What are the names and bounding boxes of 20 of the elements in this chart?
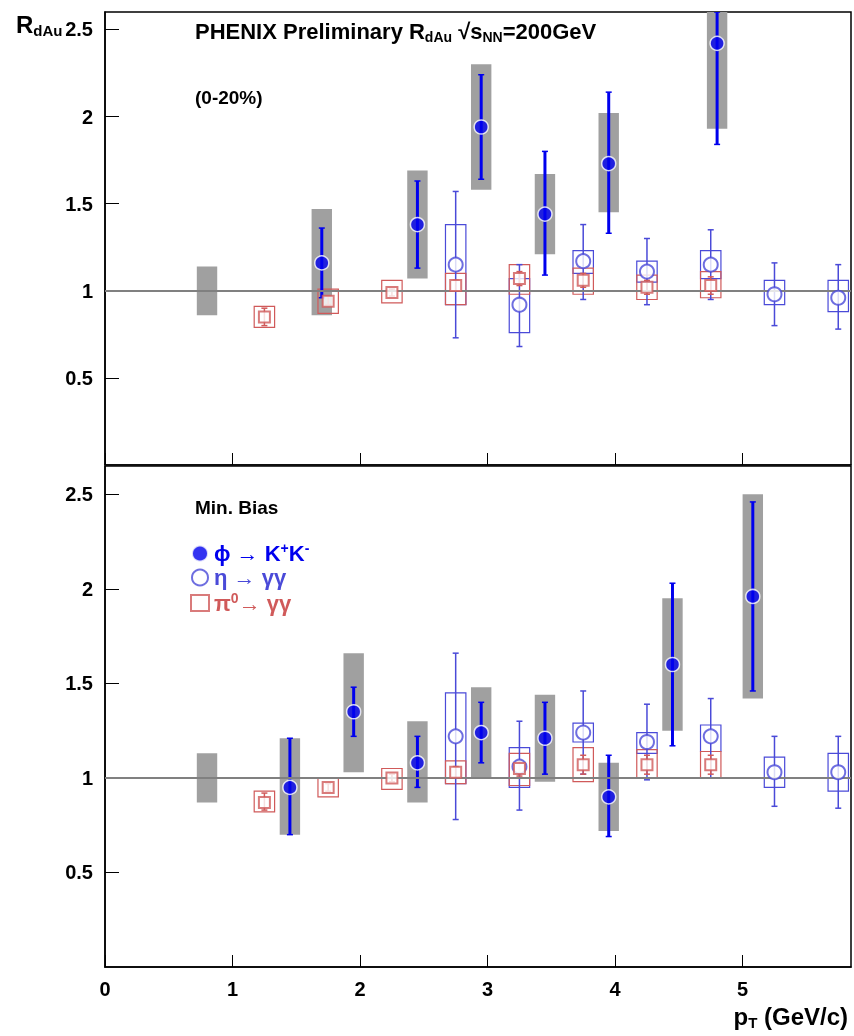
y-tick-label: 1 [81,766,93,789]
x-tick-label: 1 [226,978,239,1000]
x-tick-label: 4 [609,978,622,1000]
y-tick-label: 0.5 [65,861,93,884]
y-tick-label: 1.5 [65,672,93,695]
y-tick-label: 1.5 [65,192,93,215]
x-tick-label: 5 [737,978,749,1000]
annotation: (0-20%) [195,87,263,108]
x-tick-label: 2 [354,978,366,1000]
legend-label: η → γγ [214,565,287,590]
legend-label: ϕ → K+K- [214,540,310,566]
y-tick-label: 0.5 [65,366,93,389]
y-tick-label: 2.5 [65,18,93,41]
x-tick-label: 0 [99,978,111,1000]
x-tick-label: 3 [482,978,494,1000]
annotation: Min. Bias [195,497,279,518]
y-tick-label: 2 [81,577,93,600]
y-tick-label: 2 [81,105,93,128]
y-tick-label: 1 [81,279,93,302]
y-tick-label: 2.5 [65,483,93,506]
